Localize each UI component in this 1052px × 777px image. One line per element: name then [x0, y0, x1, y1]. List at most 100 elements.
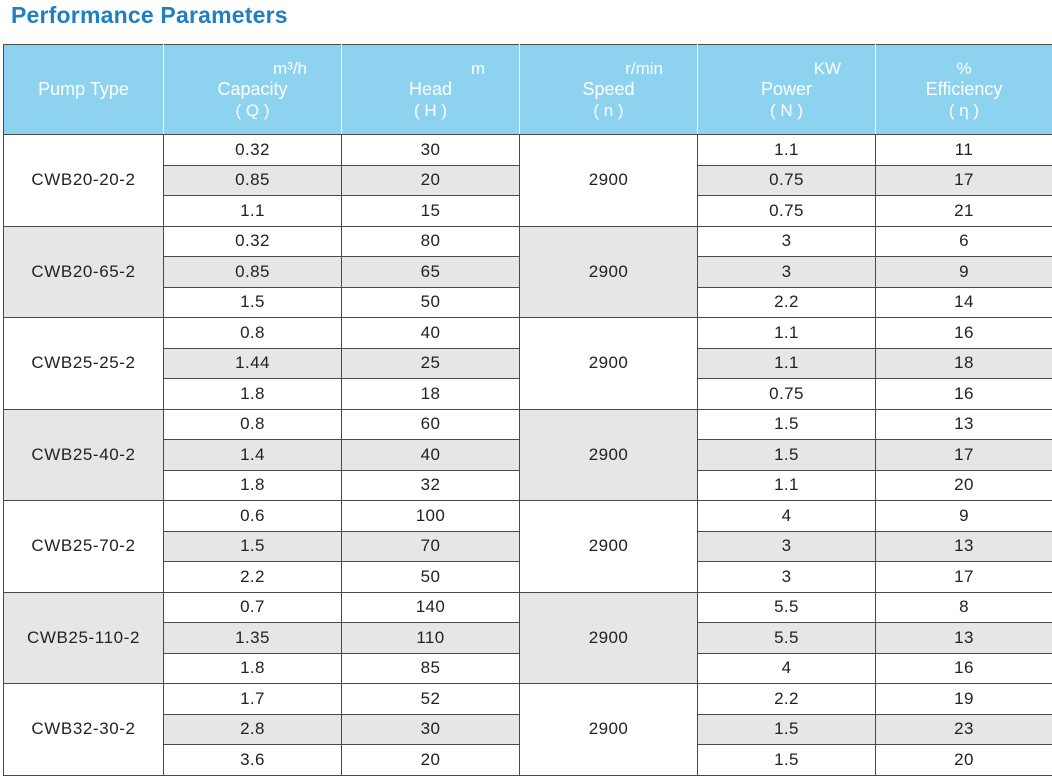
capacity-cell: 1.8	[163, 652, 342, 684]
table-row: CWB20-65-2 0.32 80 2900 3 6	[3, 225, 1052, 318]
head-cell: 25	[341, 347, 520, 379]
power-cell: 1.1	[697, 469, 876, 501]
pump-group: CWB20-65-2 0.32 80 2900 3 6 0.85 65 3 9 1.5 50 2.2 14	[3, 225, 1052, 318]
speed-cell: 2900	[519, 408, 698, 501]
table-row: 1.1 15 0.75 21	[4, 195, 1052, 227]
table-header: Pump Type m³/h Capacity ( Q ) m Head ( H…	[3, 44, 1052, 135]
header-symbol: ( Q )	[235, 101, 270, 120]
pump-type-cell: CWB25-40-2	[3, 408, 164, 501]
speed-cell: 2900	[519, 317, 698, 410]
head-cell: 40	[341, 439, 520, 471]
head-cell: 70	[341, 530, 520, 562]
pump-group: CWB25-25-2 0.8 40 2900 1.1 16 1.44 25 1.1 18 1.8 18…	[3, 317, 1052, 410]
efficiency-cell: 9	[875, 500, 1052, 532]
power-cell: 3	[697, 225, 876, 257]
header-name: Pump Type	[38, 79, 129, 99]
capacity-cell: 1.44	[163, 347, 342, 379]
pump-type-cell: CWB20-65-2	[3, 225, 164, 318]
header-unit: %	[956, 59, 972, 78]
header-row: Pump Type m³/h Capacity ( Q ) m Head ( H…	[3, 44, 1052, 135]
table-row: 1.8 18 0.75 16	[4, 378, 1052, 410]
head-cell: 50	[341, 286, 520, 318]
power-cell: 4	[697, 500, 876, 532]
header-name: Capacity	[217, 79, 288, 99]
capacity-cell: 3.6	[163, 744, 342, 776]
efficiency-cell: 23	[875, 713, 1052, 745]
efficiency-cell: 8	[875, 591, 1052, 623]
efficiency-cell: 18	[875, 347, 1052, 379]
power-cell: 0.75	[697, 378, 876, 410]
speed-cell: 2900	[519, 591, 698, 684]
head-cell: 60	[341, 408, 520, 440]
pump-group: CWB20-20-2 0.32 30 2900 1.1 11 0.85 20 0.75 17 1.1…	[3, 134, 1052, 227]
efficiency-cell: 17	[875, 164, 1052, 196]
efficiency-cell: 6	[875, 225, 1052, 257]
head-cell: 30	[341, 713, 520, 745]
table-row: 0.85 20 0.75 17	[4, 164, 1052, 196]
speed-cell: 2900	[519, 225, 698, 318]
pump-type-cell: CWB20-20-2	[3, 134, 164, 227]
capacity-cell: 2.2	[163, 561, 342, 593]
efficiency-cell: 17	[875, 439, 1052, 471]
power-cell: 0.75	[697, 164, 876, 196]
power-cell: 1.1	[697, 317, 876, 349]
power-cell: 3	[697, 256, 876, 288]
header-unit: KW	[813, 59, 841, 78]
efficiency-cell: 16	[875, 378, 1052, 410]
capacity-cell: 1.8	[163, 469, 342, 501]
header-efficiency: % Efficiency ( η )	[875, 44, 1052, 135]
capacity-cell: 1.7	[163, 683, 342, 715]
head-cell: 80	[341, 225, 520, 257]
efficiency-cell: 20	[875, 744, 1052, 776]
capacity-cell: 0.7	[163, 591, 342, 623]
header-symbol: ( η )	[948, 101, 980, 120]
head-cell: 50	[341, 561, 520, 593]
pump-type-cell: CWB25-70-2	[3, 500, 164, 593]
capacity-cell: 1.1	[163, 195, 342, 227]
efficiency-cell: 16	[875, 317, 1052, 349]
power-cell: 5.5	[697, 622, 876, 654]
header-unit: m³/h	[273, 59, 307, 78]
head-cell: 30	[341, 134, 520, 166]
page-title: Performance Parameters	[11, 2, 288, 28]
power-cell: 3	[697, 530, 876, 562]
table-row: 1.4 40 1.5 17	[4, 439, 1052, 471]
efficiency-cell: 20	[875, 469, 1052, 501]
pump-type-cell: CWB25-25-2	[3, 317, 164, 410]
power-cell: 0.75	[697, 195, 876, 227]
table-row: CWB25-40-2 0.8 60 2900 1.5 13	[3, 408, 1052, 501]
power-cell: 1.5	[697, 408, 876, 440]
head-cell: 85	[341, 652, 520, 684]
efficiency-cell: 14	[875, 286, 1052, 318]
head-cell: 110	[341, 622, 520, 654]
efficiency-cell: 21	[875, 195, 1052, 227]
capacity-cell: 1.4	[163, 439, 342, 471]
capacity-cell: 0.8	[163, 317, 342, 349]
efficiency-cell: 17	[875, 561, 1052, 593]
pump-group: CWB25-110-2 0.7 140 2900 5.5 8 1.35 110 5.5 13 1.8…	[3, 591, 1052, 684]
head-cell: 20	[341, 744, 520, 776]
pump-group: CWB32-30-2 1.7 52 2900 2.2 19 2.8 30 1.5 23 3.6 20 1…	[3, 683, 1052, 776]
speed-cell: 2900	[519, 683, 698, 776]
performance-table: Pump Type m³/h Capacity ( Q ) m Head ( H…	[3, 44, 1052, 776]
power-cell: 2.2	[697, 286, 876, 318]
table-row: 1.5 70 3 13	[4, 530, 1052, 562]
header-name: Speed	[582, 79, 635, 99]
header-name: Power	[760, 79, 813, 99]
efficiency-cell: 13	[875, 530, 1052, 562]
efficiency-cell: 19	[875, 683, 1052, 715]
power-cell: 1.1	[697, 134, 876, 166]
power-cell: 5.5	[697, 591, 876, 623]
table-row: CWB25-110-2 0.7 140 2900 5.5 8	[3, 591, 1052, 684]
header-symbol: ( n )	[593, 101, 624, 120]
header-unit: m	[470, 59, 485, 78]
capacity-cell: 1.35	[163, 622, 342, 654]
capacity-cell: 1.5	[163, 530, 342, 562]
capacity-cell: 0.85	[163, 256, 342, 288]
header-head: m Head ( H )	[341, 44, 520, 135]
header-pump-type: Pump Type	[3, 44, 164, 135]
pump-type-cell: CWB25-110-2	[3, 591, 164, 684]
header-symbol: ( N )	[769, 101, 804, 120]
head-cell: 15	[341, 195, 520, 227]
capacity-cell: 1.5	[163, 286, 342, 318]
